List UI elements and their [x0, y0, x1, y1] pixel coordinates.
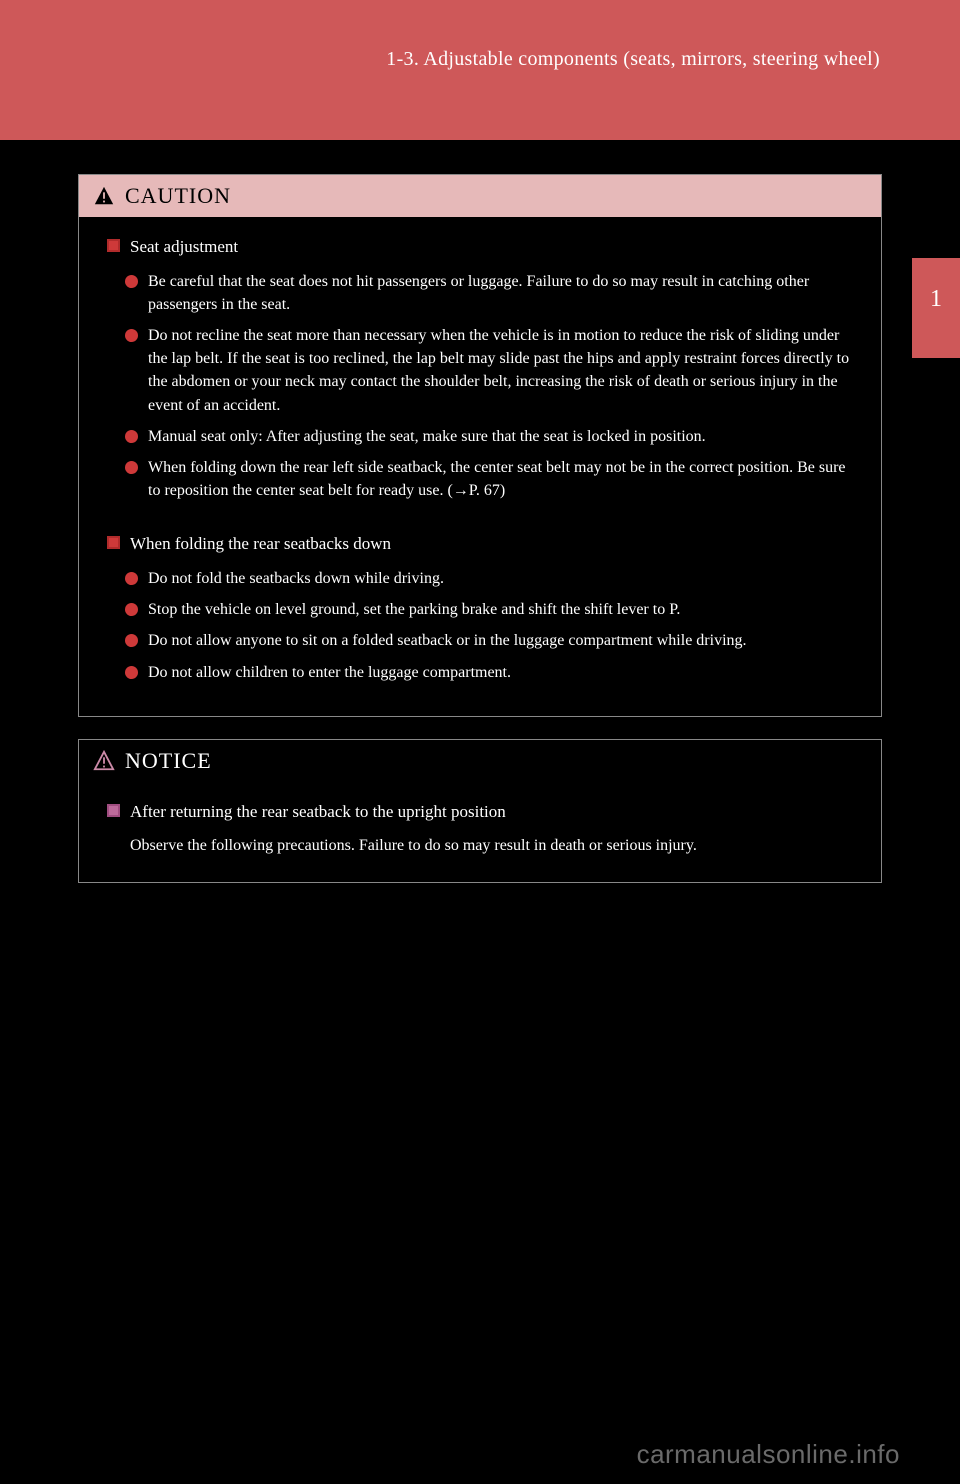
header-band: 1-3. Adjustable components (seats, mirro… [0, 0, 960, 140]
circle-marker-icon [125, 461, 138, 474]
bullet-text: Do not allow children to enter the lugga… [148, 661, 511, 684]
watermark: carmanualsonline.info [637, 1439, 900, 1470]
bullet-item: Do not fold the seatbacks down while dri… [125, 567, 853, 590]
section-head: After returning the rear seatback to the… [107, 800, 853, 825]
bullet-item: When folding down the rear left side sea… [125, 456, 853, 502]
bullet-text: Be careful that the seat does not hit pa… [148, 270, 853, 316]
bullet-text: Stop the vehicle on level ground, set th… [148, 598, 680, 621]
section-label: 1-3. Adjustable components (seats, mirro… [386, 48, 880, 71]
bullet-item: Stop the vehicle on level ground, set th… [125, 598, 853, 621]
section-head: Seat adjustment [107, 235, 853, 260]
section-heading: When folding the rear seatbacks down [130, 532, 391, 557]
circle-marker-icon [125, 430, 138, 443]
bullet-item: Manual seat only: After adjusting the se… [125, 425, 853, 448]
bullet-text: Manual seat only: After adjusting the se… [148, 425, 706, 448]
circle-marker-icon [125, 634, 138, 647]
circle-marker-icon [125, 666, 138, 679]
section-heading: After returning the rear seatback to the… [130, 800, 506, 825]
caution-header: CAUTION [79, 175, 881, 217]
square-marker-icon [107, 804, 120, 817]
notice-body: After returning the rear seatback to the… [79, 782, 881, 882]
notice-box: NOTICE After returning the rear seatback… [78, 739, 882, 883]
notice-triangle-icon [93, 750, 115, 772]
bullet-text: Do not recline the seat more than necess… [148, 324, 853, 417]
square-marker-icon [107, 239, 120, 252]
bullet-text: Do not allow anyone to sit on a folded s… [148, 629, 747, 652]
caution-box: CAUTION Seat adjustment Be careful that … [78, 174, 882, 717]
caution-body: Seat adjustment Be careful that the seat… [79, 217, 881, 716]
bullet-text: Do not fold the seatbacks down while dri… [148, 567, 444, 590]
bullet-item: Do not recline the seat more than necess… [125, 324, 853, 417]
caution-triangle-icon [93, 185, 115, 207]
notice-title: NOTICE [125, 748, 212, 774]
notice-body-text: Observe the following precautions. Failu… [130, 834, 853, 857]
circle-marker-icon [125, 329, 138, 342]
bullet-item: Be careful that the seat does not hit pa… [125, 270, 853, 316]
square-marker-icon [107, 536, 120, 549]
page-content: CAUTION Seat adjustment Be careful that … [0, 140, 960, 883]
side-tab-number: 1 [930, 286, 942, 313]
bullet-text: When folding down the rear left side sea… [148, 456, 853, 502]
bullet-item: Do not allow children to enter the lugga… [125, 661, 853, 684]
section-head: When folding the rear seatbacks down [107, 532, 853, 557]
side-tab: 1 [912, 258, 960, 358]
notice-header: NOTICE [79, 740, 881, 782]
circle-marker-icon [125, 603, 138, 616]
bullet-item: Do not allow anyone to sit on a folded s… [125, 629, 853, 652]
section-heading: Seat adjustment [130, 235, 238, 260]
circle-marker-icon [125, 275, 138, 288]
caution-title: CAUTION [125, 183, 231, 209]
circle-marker-icon [125, 572, 138, 585]
